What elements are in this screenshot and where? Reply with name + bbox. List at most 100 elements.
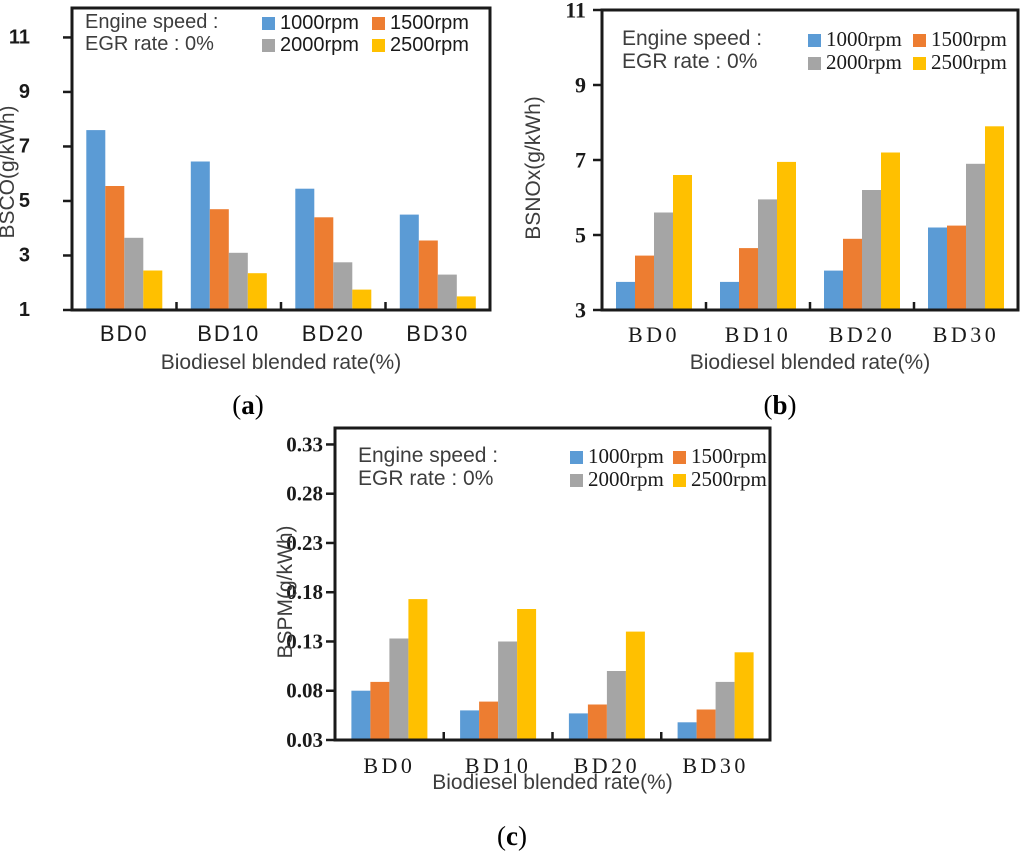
category-label-bd30: BD30: [406, 321, 469, 346]
y-tick-label: 11: [565, 0, 586, 23]
chart-panel-bspm: 0.03 0.08 0.13 0.18 0.23 0.28 0.33 BD0 BD10 BD20 B…: [270, 420, 790, 857]
legend-label-1500rpm: 1500rpm: [691, 444, 767, 468]
bar-bd10-2500rpm: [517, 609, 537, 740]
bar-bd30-1000rpm: [677, 722, 697, 740]
y-tick-label: 0.08: [286, 679, 323, 703]
bar-bd0-1000rpm: [86, 130, 106, 310]
bar-bd20-2500rpm: [352, 289, 372, 310]
y-tick-label: 9: [19, 81, 30, 103]
legend-label-1000rpm: 1000rpm: [280, 12, 359, 34]
plot-frame: [333, 426, 772, 742]
panel-label-c: (c): [497, 821, 527, 851]
chart-panel-bsnox: 3 5 7 9 11 BD0 BD10 BD20 BD30 Biodiesel blended r…: [512, 0, 1024, 428]
y-tick-label: 1: [19, 299, 30, 321]
bar-bd30-1500rpm: [947, 225, 966, 310]
legend-swatch-2000rpm: [570, 474, 583, 487]
x-axis-title: Biodiesel blended rate(%): [161, 351, 401, 374]
panel-label-b: (b): [763, 390, 796, 420]
legend-swatch-1000rpm: [570, 451, 583, 464]
category-label-bd10: BD10: [465, 753, 532, 778]
legend-swatch-2000rpm: [262, 39, 275, 52]
bar-bd0-2500rpm: [408, 599, 428, 740]
bar-bd0-1500rpm: [370, 681, 390, 740]
legend-swatch-2500rpm: [913, 57, 926, 70]
bar-bd20-2000rpm: [333, 262, 353, 310]
bar-bd0-1000rpm: [616, 281, 635, 310]
y-axis-title: BSNOx(g/kWh): [522, 96, 545, 240]
bar-bd10-2000rpm: [498, 641, 518, 740]
y-axis-title: BSCO(g/kWh): [0, 105, 19, 238]
bar-bd30-2000rpm: [437, 274, 457, 310]
bar-bd30-2500rpm: [734, 652, 754, 740]
panel-label-a: (a): [232, 390, 264, 420]
annotation-line: EGR rate : 0%: [358, 467, 493, 490]
legend-label-2500rpm: 2500rpm: [390, 34, 469, 56]
legend-label-2000rpm: 2000rpm: [826, 50, 902, 74]
bar-bd0-2000rpm: [124, 237, 144, 310]
bar-bd20-1000rpm: [568, 713, 588, 740]
bar-bd20-2000rpm: [606, 671, 626, 740]
y-tick-label: 9: [575, 73, 586, 98]
legend-swatch-2500rpm: [372, 39, 385, 52]
category-label-bd20: BD20: [829, 322, 896, 347]
bar-bd20-1500rpm: [587, 704, 607, 740]
bar-bd30-1000rpm: [928, 227, 947, 310]
annotation-line: EGR rate : 0%: [85, 33, 214, 55]
bar-bd20-2000rpm: [862, 190, 881, 310]
legend-swatch-1500rpm: [673, 451, 686, 464]
category-label-bd10: BD10: [725, 322, 792, 347]
bar-bd30-1500rpm: [696, 709, 716, 740]
y-tick-label: 5: [19, 190, 30, 212]
bar-bd30-2500rpm: [985, 126, 1004, 311]
annotation-line: Engine speed :: [358, 444, 498, 467]
bar-bd30-1500rpm: [418, 240, 438, 310]
category-label-bd20: BD20: [302, 321, 365, 346]
y-tick-label: 7: [575, 148, 586, 173]
y-tick-label: 0.28: [286, 482, 323, 506]
bar-bd0-2000rpm: [389, 638, 409, 740]
y-tick-label: 5: [575, 223, 586, 248]
legend-swatch-2500rpm: [673, 474, 686, 487]
legend-label-1000rpm: 1000rpm: [588, 444, 664, 468]
bar-bd0-1500rpm: [105, 186, 125, 310]
y-tick-label: 7: [19, 135, 30, 157]
bar-bd30-2000rpm: [966, 163, 985, 311]
bar-bd20-2500rpm: [881, 152, 900, 310]
bar-bd10-2500rpm: [247, 273, 267, 310]
legend-swatch-2000rpm: [808, 57, 821, 70]
bar-bd30-2000rpm: [715, 681, 735, 740]
x-axis-title: Biodiesel blended rate(%): [432, 771, 672, 794]
bar-bd30-2500rpm: [456, 296, 476, 310]
x-axis-title: Biodiesel blended rate(%): [690, 351, 930, 374]
bar-bd30-1000rpm: [399, 214, 419, 310]
legend-swatch-1500rpm: [372, 17, 385, 30]
legend-label-1500rpm: 1500rpm: [931, 27, 1007, 51]
bar-bd10-1000rpm: [460, 710, 480, 740]
legend-label-2500rpm: 2500rpm: [931, 50, 1007, 74]
bar-bd20-1000rpm: [295, 188, 315, 310]
legend-label-1500rpm: 1500rpm: [390, 12, 469, 34]
annotation-line: EGR rate : 0%: [622, 50, 757, 73]
category-label-bd0: BD0: [363, 753, 415, 778]
y-axis-title: BSPM(g/kWh): [274, 525, 297, 658]
bar-bd10-1500rpm: [209, 209, 229, 310]
plot-frame: [600, 8, 1020, 312]
bar-bd10-2000rpm: [228, 252, 248, 310]
category-label-bd0: BD0: [100, 321, 149, 346]
y-tick-label: 0.18: [286, 580, 323, 604]
y-tick-label: 0.13: [286, 629, 323, 653]
y-tick-label: 3: [575, 298, 586, 323]
legend-label-2500rpm: 2500rpm: [691, 467, 767, 491]
y-tick-label: 11: [9, 26, 30, 48]
bar-bd20-1500rpm: [843, 238, 862, 311]
bar-bd10-2000rpm: [758, 199, 777, 310]
bar-bd10-2500rpm: [777, 161, 796, 310]
bar-bd20-2500rpm: [625, 631, 645, 740]
category-label-bd30: BD30: [933, 322, 1000, 347]
category-label-bd0: BD0: [628, 322, 680, 347]
bar-bd10-1000rpm: [190, 161, 210, 310]
y-tick-label: 0.33: [286, 432, 323, 456]
